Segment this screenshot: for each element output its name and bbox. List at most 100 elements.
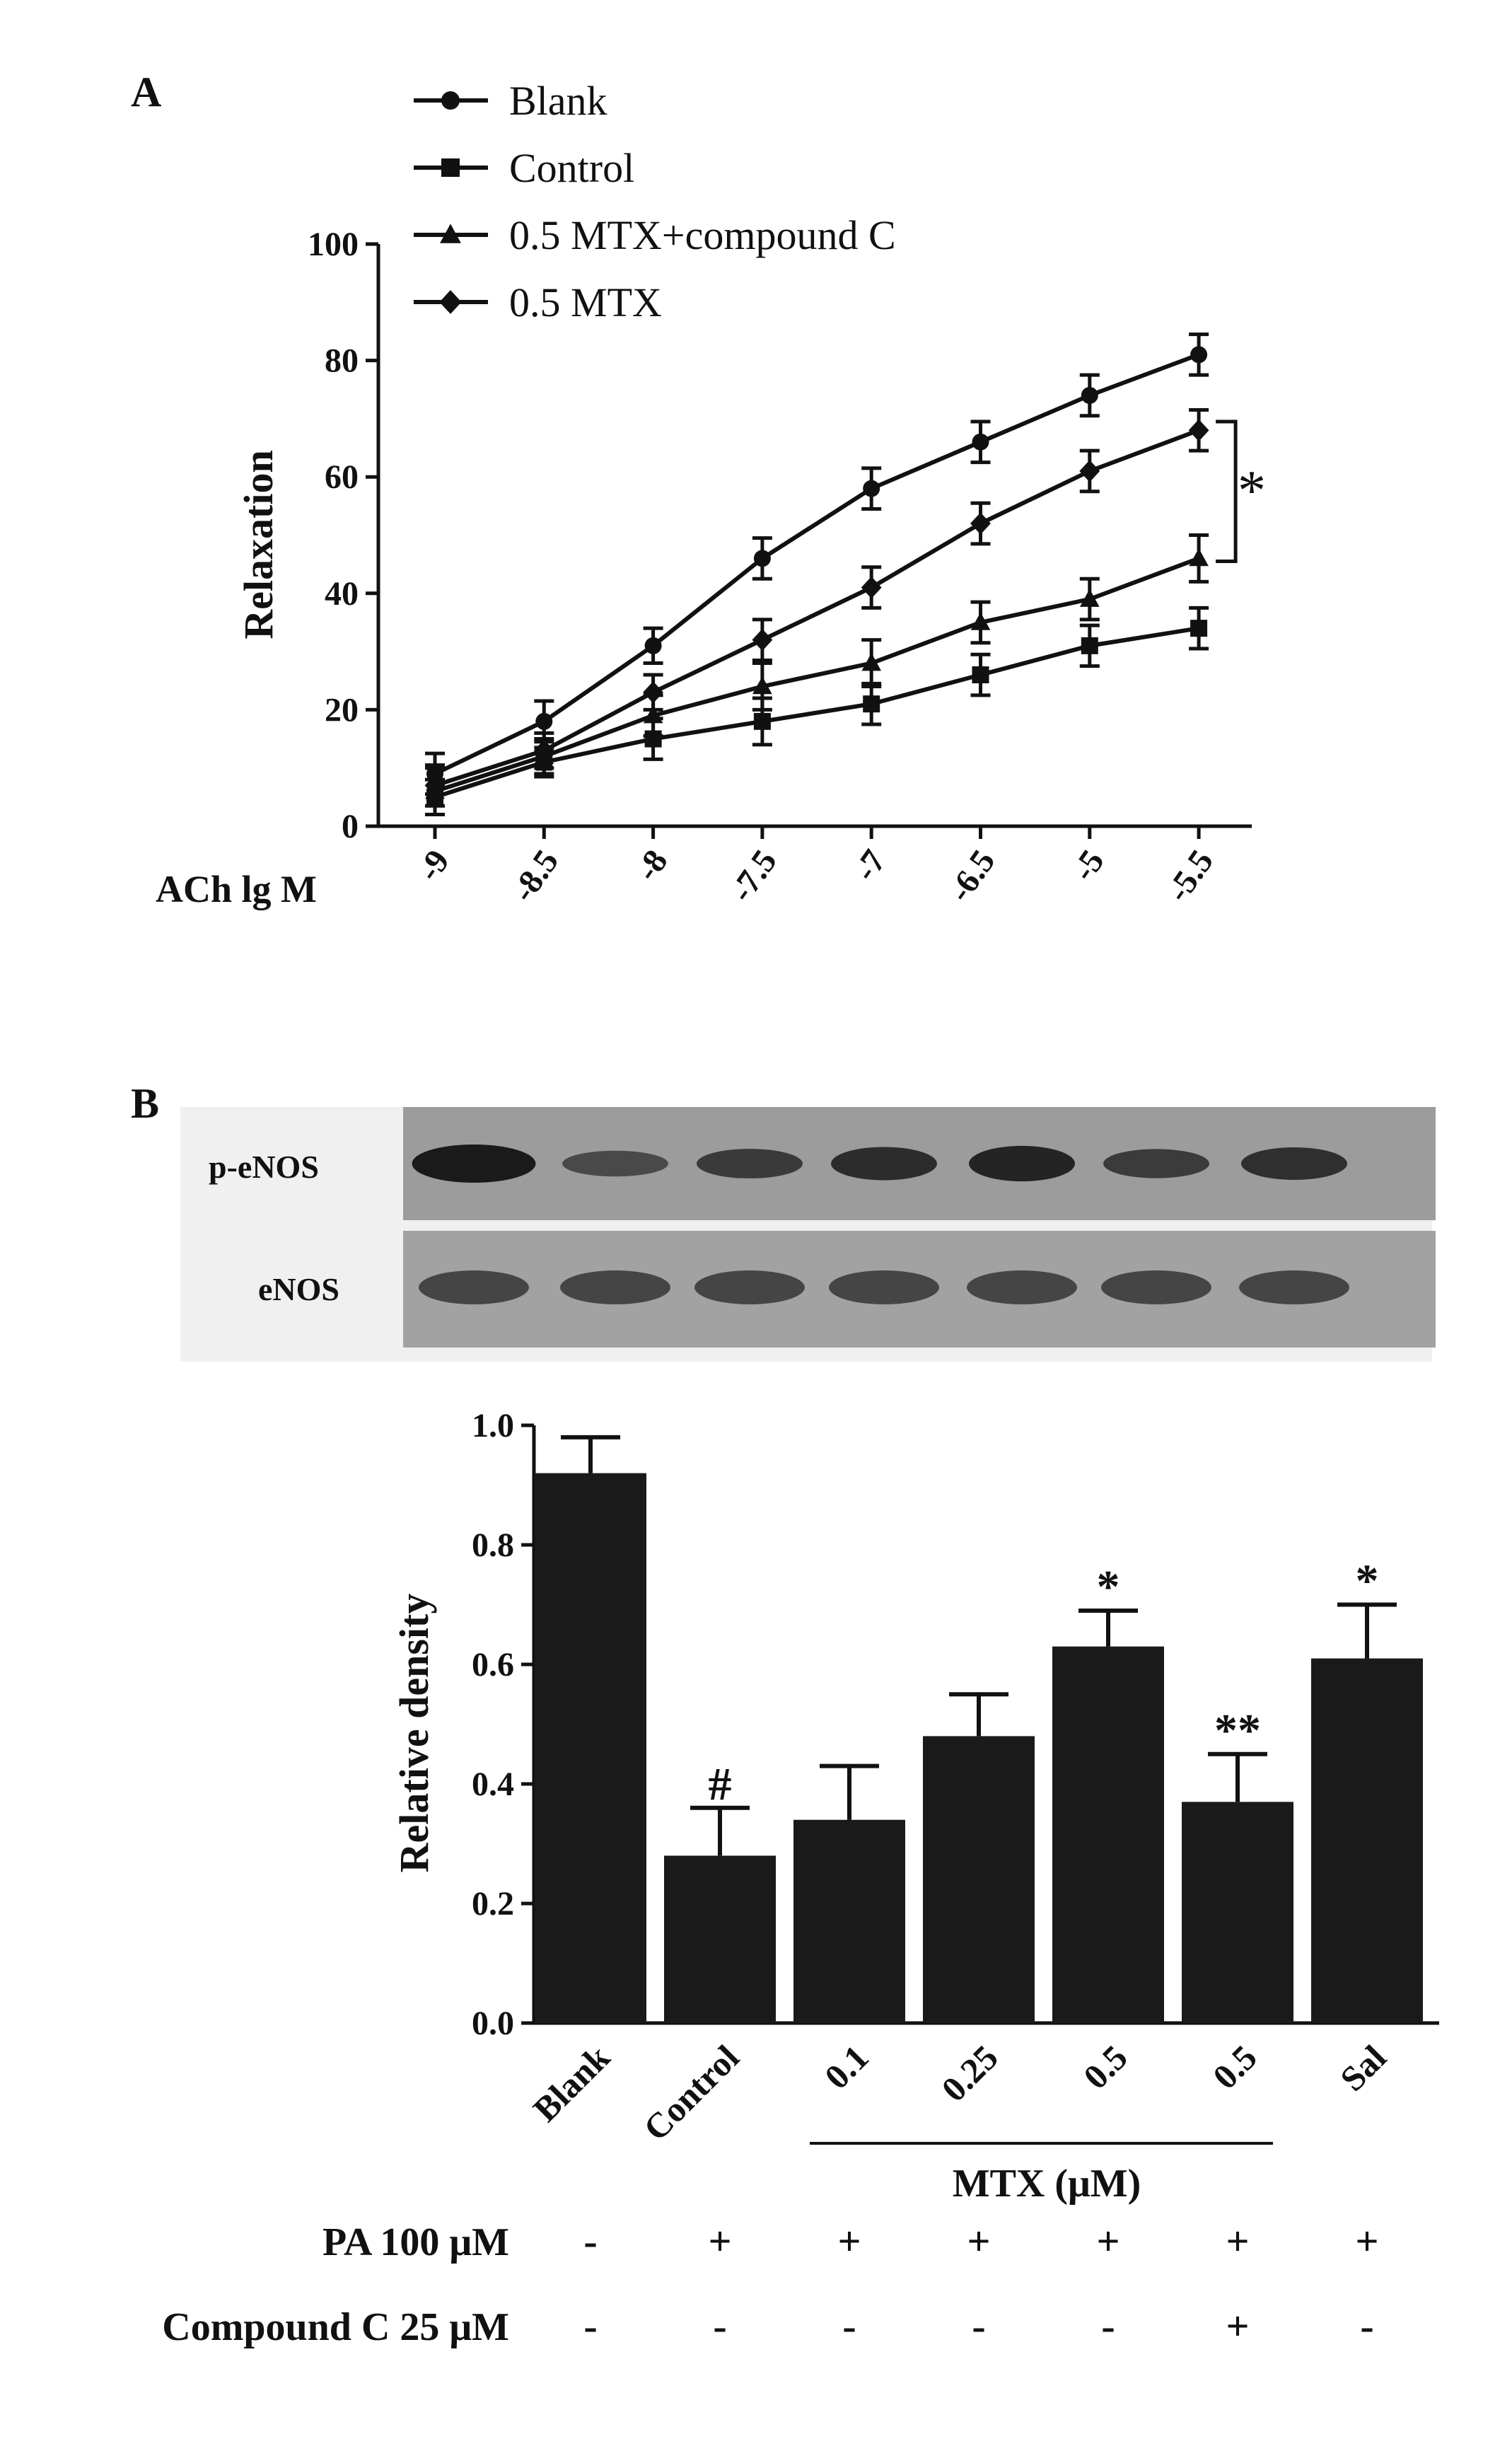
series-line-0	[434, 352, 1200, 776]
data-point-a-3	[752, 629, 773, 651]
significance-mark-b: *	[1356, 1555, 1379, 1607]
x-tick-label-b: Control	[636, 2037, 747, 2148]
band-enos	[967, 1270, 1077, 1304]
data-point-a-3	[424, 774, 446, 796]
band-p-enos	[1103, 1149, 1209, 1178]
data-point-a-2	[643, 705, 663, 724]
data-point-a-3	[861, 576, 882, 599]
series-line-2	[434, 556, 1200, 794]
x-tick-label-a: -8	[628, 843, 675, 888]
data-point-a-1	[1190, 620, 1208, 637]
treatment-mark: +	[1096, 2218, 1120, 2264]
treatment-mark: +	[967, 2218, 990, 2264]
band-p-enos	[969, 1145, 1075, 1182]
treatment-mark: +	[1355, 2218, 1378, 2264]
bar-1	[664, 1855, 776, 2023]
data-point-a-1	[1081, 637, 1098, 654]
significance-mark-b: *	[1097, 1561, 1120, 1613]
band-p-enos	[831, 1147, 937, 1181]
bar-5	[1182, 1802, 1293, 2023]
legend-label: 0.5 MTX	[509, 279, 662, 325]
y-axis-label-a: Relaxation	[235, 450, 281, 639]
series-line-1	[434, 626, 1199, 799]
treatment-mark: -	[583, 2218, 597, 2264]
data-point-a-1	[863, 695, 880, 713]
treatment-mark: +	[708, 2218, 731, 2264]
blot-label-enos: eNOS	[258, 1271, 339, 1307]
data-point-a-3	[1079, 460, 1100, 482]
legend-label: Blank	[509, 78, 607, 124]
x-tick-label-a: -5	[1064, 843, 1111, 888]
band-p-enos	[412, 1145, 536, 1183]
treatment-row-label: Compound C 25 μM	[162, 2305, 509, 2349]
x-axis-label-a: ACh lg M	[156, 868, 317, 910]
treatment-mark: -	[583, 2303, 597, 2349]
data-point-a-0	[1081, 386, 1098, 404]
y-tick-label-b: 0.2	[472, 1885, 514, 1923]
y-tick-label-a: 20	[325, 691, 359, 729]
legend-marker-2	[440, 224, 461, 243]
data-point-a-0	[753, 550, 771, 567]
band-enos	[419, 1270, 529, 1304]
band-enos	[1101, 1270, 1211, 1304]
data-point-a-3	[533, 739, 554, 762]
legend-marker-0	[441, 91, 460, 110]
x-tick-label-b: Sal	[1332, 2037, 1394, 2099]
bar-3	[923, 1736, 1035, 2023]
significance-star-a: *	[1238, 460, 1266, 522]
band-enos	[694, 1270, 805, 1304]
line-chart-a: 0 20 40 60 80 100 -9 -8.5 -8 -7.5 -7 -6.5 -5 -5.5	[308, 226, 1252, 909]
treatment-mark: -	[1101, 2303, 1115, 2349]
western-blot: p-eNOS eNOS	[180, 1107, 1436, 1362]
panel-label-a: A	[131, 69, 161, 115]
y-tick-label-a: 60	[325, 458, 359, 496]
band-enos	[560, 1270, 670, 1304]
y-tick-label-b: 0.4	[472, 1766, 514, 1803]
y-axis-label-b: Relative density	[391, 1594, 437, 1873]
bar-0	[535, 1473, 646, 2023]
x-tick-label-b: 0.1	[817, 2037, 876, 2097]
y-tick-label-b: 0.0	[472, 2005, 514, 2042]
bar-2	[793, 1819, 905, 2023]
treatment-mark: -	[1360, 2303, 1373, 2349]
legend-marker-3	[439, 290, 462, 314]
band-enos	[829, 1270, 939, 1304]
data-point-a-0	[863, 480, 880, 497]
panel-label-b: B	[131, 1080, 159, 1127]
blot-label-p-enos: p-eNOS	[209, 1149, 319, 1185]
bar-6	[1311, 1658, 1423, 2023]
x-tick-label-a: -8.5	[504, 843, 566, 909]
data-point-a-2	[1189, 548, 1209, 567]
band-p-enos	[697, 1149, 803, 1178]
y-tick-label-b: 0.6	[472, 1646, 514, 1684]
treatment-row-label: PA 100 μM	[322, 2220, 509, 2264]
x-tick-label-b: 0.5	[1205, 2037, 1264, 2097]
y-tick-label-a: 0	[342, 808, 359, 845]
mtx-group-label: MTX (μM)	[953, 2162, 1141, 2206]
bar-4	[1052, 1646, 1164, 2023]
x-tick-label-a: -7.5	[723, 843, 784, 909]
x-tick-label-a: -5.5	[1159, 843, 1221, 909]
x-tick-label-b: 0.25	[934, 2037, 1005, 2109]
data-point-a-0	[1190, 346, 1208, 364]
treatment-mark: -	[713, 2303, 726, 2349]
significance-bracket-a	[1216, 419, 1238, 564]
data-point-a-0	[972, 433, 989, 451]
data-point-a-0	[644, 637, 662, 654]
y-tick-label-a: 100	[308, 226, 359, 263]
legend-marker-1	[441, 158, 460, 177]
blot-bands	[412, 1145, 1349, 1304]
legend-a: Blank Control 0.5 MTX+compound C 0.5 MTX	[414, 78, 896, 325]
data-point-a-2	[752, 676, 772, 695]
x-tick-label-b: 0.5	[1076, 2037, 1135, 2097]
data-point-a-3	[970, 512, 991, 535]
y-tick-label-b: 1.0	[472, 1407, 514, 1444]
bar-chart-b: 0.0 0.2 0.4 0.6 0.8 1.0 Blank # Control 0.1 0.25 * 0…	[472, 1407, 1439, 2148]
data-point-a-2	[970, 612, 991, 630]
series-line-3	[434, 428, 1200, 788]
y-tick-label-a: 80	[325, 342, 359, 380]
band-p-enos	[1241, 1147, 1347, 1180]
x-tick-label-a: -6.5	[941, 843, 1003, 909]
y-tick-label-a: 40	[325, 575, 359, 613]
